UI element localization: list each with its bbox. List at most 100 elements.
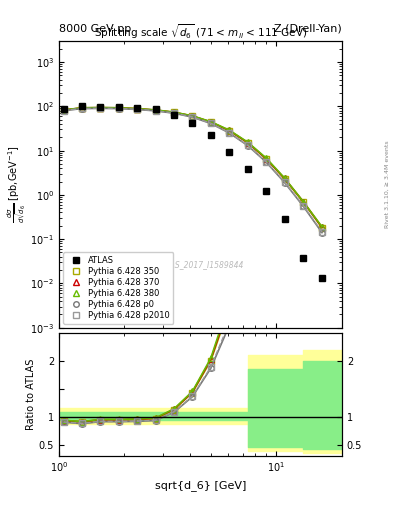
Y-axis label: Ratio to ATLAS: Ratio to ATLAS [26,358,36,430]
Pythia 6.428 380 [98,104,103,111]
Line: Pythia 6.428 p0: Pythia 6.428 p0 [61,105,325,236]
Pythia 6.428 p0 [282,180,287,186]
Pythia 6.428 350 [264,156,268,162]
Pythia 6.428 370 [135,105,140,112]
Pythia 6.428 p2010 [301,203,306,209]
Line: Pythia 6.428 380: Pythia 6.428 380 [61,105,325,229]
Pythia 6.428 370 [172,109,176,115]
Text: Z (Drell-Yan): Z (Drell-Yan) [274,24,342,34]
Pythia 6.428 380 [61,107,66,113]
Pythia 6.428 p0 [153,108,158,114]
Pythia 6.428 370 [116,105,121,111]
Pythia 6.428 350 [61,107,66,113]
Pythia 6.428 380 [135,105,140,112]
ATLAS [208,133,213,139]
Pythia 6.428 p0 [61,108,66,114]
Pythia 6.428 380 [208,119,213,125]
Pythia 6.428 370 [227,127,231,134]
Pythia 6.428 p2010 [80,105,84,112]
Pythia 6.428 p2010 [135,106,140,113]
Pythia 6.428 p2010 [245,142,250,148]
Pythia 6.428 370 [245,139,250,145]
ATLAS [172,112,176,118]
Pythia 6.428 p2010 [98,105,103,111]
Pythia 6.428 370 [301,199,306,205]
Pythia 6.428 p0 [208,120,213,126]
Pythia 6.428 350 [153,107,158,113]
Pythia 6.428 p2010 [227,130,231,136]
Pythia 6.428 350 [135,106,140,112]
Pythia 6.428 350 [282,176,287,182]
Pythia 6.428 p0 [227,130,231,136]
ATLAS [301,254,306,261]
Y-axis label: $\frac{d\sigma}{d\sqrt{d_6}}$ [pb,GeV$^{-1}$]: $\frac{d\sigma}{d\sqrt{d_6}}$ [pb,GeV$^{… [6,145,29,223]
Pythia 6.428 370 [264,156,268,162]
Pythia 6.428 380 [245,139,250,145]
Pythia 6.428 p2010 [153,108,158,114]
Pythia 6.428 370 [320,224,324,230]
Pythia 6.428 350 [227,128,231,134]
Pythia 6.428 370 [190,113,195,119]
Pythia 6.428 370 [208,119,213,125]
Pythia 6.428 350 [320,225,324,231]
Line: Pythia 6.428 p2010: Pythia 6.428 p2010 [61,105,325,235]
Pythia 6.428 370 [98,104,103,111]
Pythia 6.428 p0 [264,159,268,165]
Pythia 6.428 380 [190,113,195,119]
ATLAS [80,103,84,109]
Pythia 6.428 350 [245,140,250,146]
Pythia 6.428 p2010 [264,159,268,165]
Title: Splitting scale $\sqrt{d_6}$ (71 < $m_{ll}$ < 111 GeV): Splitting scale $\sqrt{d_6}$ (71 < $m_{l… [94,22,307,41]
Pythia 6.428 p2010 [320,229,324,235]
Text: ATLAS_2017_I1589844: ATLAS_2017_I1589844 [157,260,244,269]
ATLAS [190,120,195,126]
Text: Rivet 3.1.10, ≥ 3.4M events: Rivet 3.1.10, ≥ 3.4M events [385,140,390,228]
Pythia 6.428 p0 [190,114,195,120]
ATLAS [227,148,231,155]
Pythia 6.428 p0 [245,142,250,148]
Line: Pythia 6.428 370: Pythia 6.428 370 [61,105,325,230]
Pythia 6.428 380 [227,127,231,133]
Pythia 6.428 370 [80,105,84,111]
Pythia 6.428 p2010 [208,120,213,126]
Pythia 6.428 p0 [320,229,324,236]
Pythia 6.428 350 [80,105,84,111]
Pythia 6.428 380 [80,104,84,111]
ATLAS [282,216,287,222]
ATLAS [264,188,268,195]
Pythia 6.428 370 [61,107,66,113]
Line: ATLAS: ATLAS [60,102,325,282]
Pythia 6.428 380 [172,109,176,115]
Pythia 6.428 380 [116,104,121,111]
Pythia 6.428 p2010 [190,114,195,120]
Pythia 6.428 p0 [116,105,121,112]
ATLAS [320,275,324,282]
Pythia 6.428 380 [301,199,306,205]
ATLAS [116,103,121,110]
Pythia 6.428 p2010 [61,108,66,114]
Pythia 6.428 350 [172,110,176,116]
Pythia 6.428 350 [116,105,121,111]
Pythia 6.428 380 [282,175,287,181]
Pythia 6.428 350 [301,199,306,205]
Pythia 6.428 370 [282,176,287,182]
Pythia 6.428 380 [153,107,158,113]
Pythia 6.428 p2010 [282,179,287,185]
Pythia 6.428 380 [320,224,324,230]
ATLAS [153,106,158,113]
Line: Pythia 6.428 350: Pythia 6.428 350 [61,105,325,230]
Pythia 6.428 350 [208,119,213,125]
Pythia 6.428 350 [98,104,103,111]
Pythia 6.428 p2010 [172,110,176,116]
Legend: ATLAS, Pythia 6.428 350, Pythia 6.428 370, Pythia 6.428 380, Pythia 6.428 p0, Py: ATLAS, Pythia 6.428 350, Pythia 6.428 37… [63,252,173,324]
ATLAS [98,103,103,110]
Pythia 6.428 p0 [80,105,84,112]
ATLAS [135,104,140,111]
Pythia 6.428 380 [264,155,268,161]
ATLAS [61,105,66,112]
Pythia 6.428 370 [153,107,158,113]
Pythia 6.428 p2010 [116,105,121,112]
Text: 8000 GeV pp: 8000 GeV pp [59,24,131,34]
Pythia 6.428 350 [190,113,195,119]
Pythia 6.428 p0 [98,105,103,112]
